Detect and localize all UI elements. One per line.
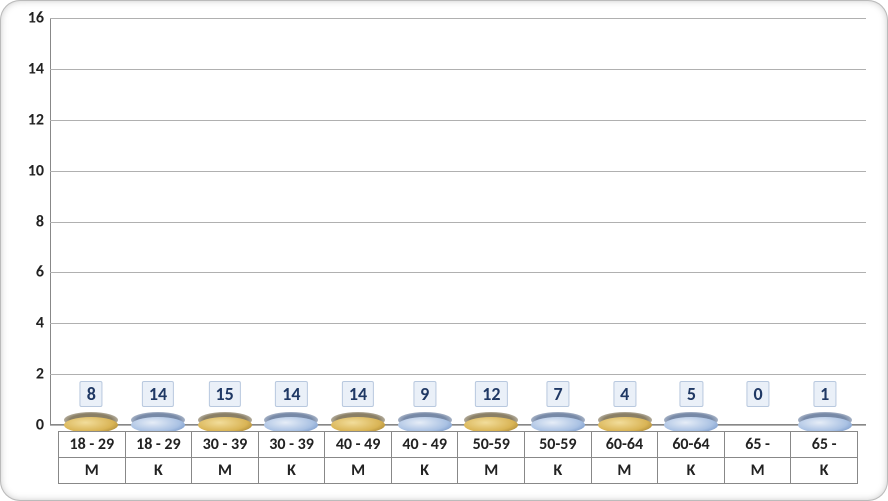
bars-row: 8 14 15 14 14 9 12 7 4 5 0 1 bbox=[50, 18, 866, 425]
x-label-age: 18 - 29 bbox=[125, 431, 193, 458]
x-label-age: 30 - 39 bbox=[191, 431, 259, 458]
chart-frame: 0 2 4 6 8 10 12 14 16 8 14 15 14 14 9 12 7 4 5 0 1 18 - 2918… bbox=[0, 0, 888, 501]
y-tick-label: 16 bbox=[16, 9, 44, 28]
x-label-mk: M bbox=[58, 458, 126, 484]
x-label-age: 60-64 bbox=[591, 431, 659, 458]
y-tick-label: 8 bbox=[16, 212, 44, 231]
data-label: 8 bbox=[80, 381, 103, 407]
y-tick-label: 12 bbox=[16, 110, 44, 129]
y-tick-label: 4 bbox=[16, 314, 44, 333]
data-label: 5 bbox=[680, 381, 703, 407]
y-tick-label: 14 bbox=[16, 59, 44, 78]
data-label: 12 bbox=[475, 381, 507, 407]
x-label-mk: K bbox=[790, 458, 858, 484]
x-label-mk: K bbox=[657, 458, 725, 484]
x-label-mk: M bbox=[324, 458, 392, 484]
x-label-age: 65 - bbox=[790, 431, 858, 458]
x-label-age: 40 - 49 bbox=[391, 431, 459, 458]
x-label-mk: M bbox=[191, 458, 259, 484]
x-label-mk: K bbox=[524, 458, 592, 484]
data-label: 14 bbox=[142, 381, 174, 407]
y-tick-label: 10 bbox=[16, 161, 44, 180]
x-label-mk: K bbox=[391, 458, 459, 484]
x-label-age: 30 - 39 bbox=[258, 431, 326, 458]
x-label-age: 65 - bbox=[724, 431, 792, 458]
data-label: 4 bbox=[613, 381, 636, 407]
data-label: 14 bbox=[342, 381, 374, 407]
x-label-mk: K bbox=[258, 458, 326, 484]
data-label: 1 bbox=[813, 381, 836, 407]
data-label: 0 bbox=[746, 381, 769, 407]
y-tick-label: 6 bbox=[16, 263, 44, 282]
x-label-mk: M bbox=[591, 458, 659, 484]
data-label: 7 bbox=[546, 381, 569, 407]
data-label: 9 bbox=[413, 381, 436, 407]
plot-area: 024681012141681415141491274501 bbox=[50, 18, 866, 425]
y-tick-label: 2 bbox=[16, 365, 44, 384]
y-tick-label: 0 bbox=[16, 416, 44, 435]
x-label-age: 18 - 29 bbox=[58, 431, 126, 458]
x-label-mk: M bbox=[724, 458, 792, 484]
x-label-mk: K bbox=[125, 458, 193, 484]
x-label-age: 50-59 bbox=[524, 431, 592, 458]
x-label-age: 60-64 bbox=[657, 431, 725, 458]
x-label-mk: M bbox=[457, 458, 525, 484]
x-label-age: 40 - 49 bbox=[324, 431, 392, 458]
bar-slot: 0 bbox=[725, 424, 792, 425]
data-label: 14 bbox=[275, 381, 307, 407]
x-label-age: 50-59 bbox=[457, 431, 525, 458]
data-label: 15 bbox=[209, 381, 241, 407]
x-axis-labels: 18 - 2918 - 2930 - 3930 - 3940 - 4940 - … bbox=[50, 431, 866, 491]
